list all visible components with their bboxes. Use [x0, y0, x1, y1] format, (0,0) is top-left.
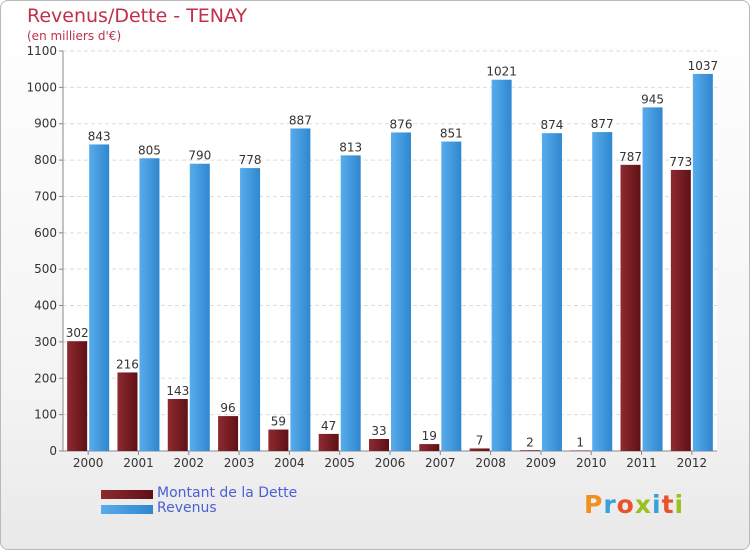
x-tick-label: 2001 [123, 456, 154, 470]
data-label-dette: 7 [476, 433, 484, 447]
bar-revenus [692, 73, 713, 451]
data-label-dette: 59 [271, 415, 286, 429]
data-label-revenus: 945 [641, 92, 664, 106]
bar-revenus [391, 132, 411, 452]
bar-dette [218, 416, 239, 451]
legend-swatch-dette [101, 490, 153, 499]
bar-dette [469, 448, 490, 451]
legend-swatch-revenus [101, 505, 153, 514]
y-tick-label: 1000 [26, 80, 57, 94]
y-tick-label: 1100 [26, 44, 57, 58]
x-tick-label: 2000 [73, 456, 104, 470]
bar-revenus [139, 158, 160, 452]
logo-letter: P [584, 490, 604, 519]
x-tick-label: 2009 [526, 456, 557, 470]
data-label-revenus: 887 [289, 113, 312, 127]
data-label-dette: 773 [669, 155, 692, 169]
x-tick-label: 2012 [677, 456, 708, 470]
bar-dette [670, 169, 691, 451]
y-tick-label: 100 [34, 408, 57, 422]
x-tick-label: 2004 [274, 456, 305, 470]
plot-area [63, 51, 717, 451]
data-label-dette: 1 [576, 436, 584, 450]
legend-label-dette: Montant de la Dette [157, 485, 298, 501]
bar-revenus [642, 107, 663, 451]
y-tick-label: 800 [34, 153, 57, 167]
data-label-dette: 143 [166, 384, 189, 398]
y-tick-label: 900 [34, 117, 57, 131]
bar-dette [167, 399, 188, 451]
x-tick-label: 2003 [224, 456, 255, 470]
logo-letter: i [674, 490, 685, 519]
x-tick-label: 2005 [324, 456, 355, 470]
logo-letter: t [661, 490, 675, 519]
y-tick-label: 0 [49, 444, 57, 458]
bar-dette [369, 439, 389, 451]
bar-revenus [240, 168, 261, 451]
logo-letter: x [634, 490, 652, 519]
logo-letter: r [603, 490, 617, 519]
y-tick-label: 300 [34, 335, 57, 349]
bar-revenus [592, 132, 613, 451]
data-label-dette: 2 [526, 435, 534, 449]
bar-revenus [441, 141, 462, 451]
x-tick-label: 2007 [425, 456, 456, 470]
data-label-revenus: 790 [188, 149, 211, 163]
data-label-dette: 787 [619, 150, 642, 164]
chart-subtitle: (en milliers d'€) [27, 29, 122, 43]
y-tick-label: 600 [34, 226, 57, 240]
bar-dette [419, 444, 440, 451]
logo-letter: o [616, 490, 635, 519]
x-tick-label: 2010 [576, 456, 607, 470]
y-tick-label: 700 [34, 189, 57, 203]
bar-revenus [340, 155, 361, 451]
data-label-revenus: 874 [540, 118, 563, 132]
bar-dette [519, 450, 540, 451]
data-label-dette: 96 [220, 401, 235, 415]
y-tick-label: 500 [34, 262, 57, 276]
bar-dette [117, 372, 138, 451]
x-tick-label: 2002 [173, 456, 204, 470]
bar-revenus [491, 79, 512, 452]
chart-title: Revenus/Dette - TENAY [27, 5, 248, 27]
data-label-revenus: 778 [239, 153, 262, 167]
proxiti-logo: Proxiti [584, 490, 684, 519]
data-label-revenus: 843 [88, 129, 111, 143]
data-label-revenus: 876 [390, 117, 413, 131]
data-label-revenus: 1037 [688, 59, 719, 73]
bar-revenus [541, 133, 562, 451]
bar-dette [318, 433, 339, 451]
bar-dette [570, 450, 591, 451]
data-label-dette: 19 [422, 429, 437, 443]
legend-label-revenus: Revenus [157, 500, 217, 516]
bar-dette [67, 341, 88, 451]
data-label-dette: 216 [116, 357, 139, 371]
logo-letter: i [652, 490, 662, 519]
data-label-revenus: 877 [591, 117, 614, 131]
bar-revenus [89, 144, 110, 452]
data-label-dette: 33 [371, 424, 386, 438]
y-tick-label: 400 [34, 299, 57, 313]
x-tick-label: 2011 [626, 456, 657, 470]
bar-revenus [290, 128, 311, 452]
data-label-revenus: 851 [440, 127, 463, 141]
data-label-revenus: 805 [138, 143, 161, 157]
y-tick-label: 200 [34, 371, 57, 385]
bar-dette [268, 429, 289, 451]
x-tick-label: 2006 [375, 456, 406, 470]
bar-dette [620, 164, 641, 451]
data-label-dette: 302 [66, 326, 89, 340]
bar-revenus [189, 163, 210, 451]
data-label-revenus: 1021 [486, 65, 517, 79]
x-tick-label: 2008 [475, 456, 506, 470]
data-label-revenus: 813 [339, 140, 362, 154]
data-label-dette: 47 [321, 419, 336, 433]
